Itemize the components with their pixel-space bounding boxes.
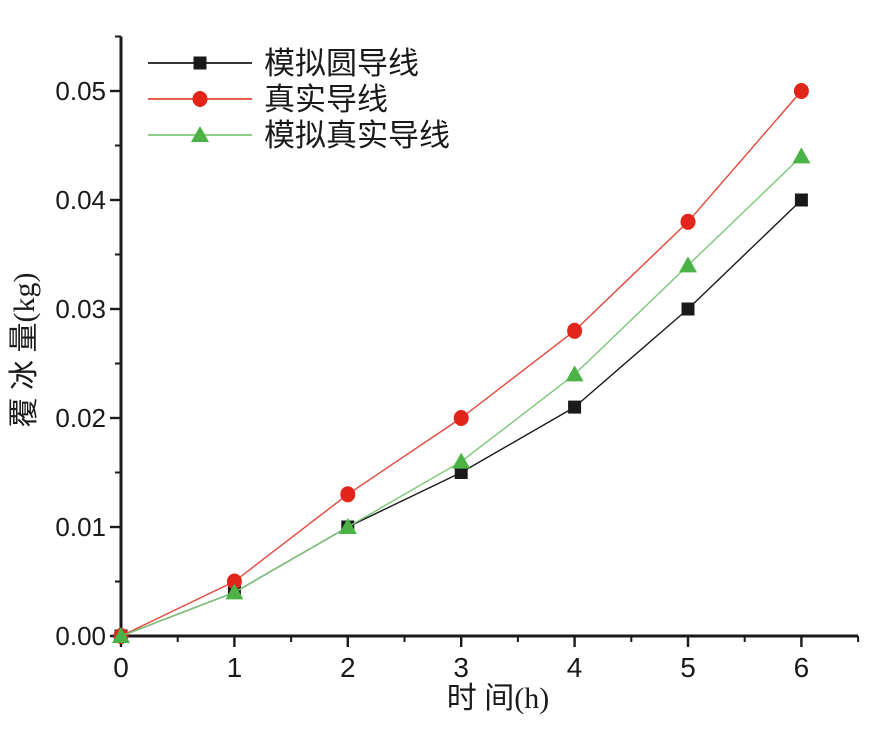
series-simulated-real-conductor-point-1-triangle-marker — [225, 583, 244, 600]
y-tick-label: 0.01 — [55, 512, 106, 542]
legend-label-real-conductor: 真实导线 — [264, 82, 388, 117]
axes-layer: 0 1 2 3 4 5 6 0.00 0.01 0.02 0.03 0.04 0.05 — [55, 35, 860, 683]
series-line-real-conductor — [120, 90, 802, 637]
y-tick-label: 0.02 — [55, 403, 106, 433]
x-tick-label: 4 — [567, 652, 583, 683]
y-tick-label: 0.03 — [55, 294, 106, 324]
series-simulated-real-conductor-point-6-triangle-marker — [792, 147, 811, 164]
y-tick-label: 0.05 — [55, 76, 106, 106]
legend-simulated-round-conductor-square-marker — [193, 56, 207, 70]
series-simulated-real-conductor-point-0-triangle-marker — [112, 627, 130, 643]
y-tick-label: 0.00 — [55, 621, 106, 651]
x-tick-label: 5 — [680, 652, 696, 683]
series-simulated-real-conductor-point-4-triangle-marker — [565, 365, 584, 382]
x-tick-label: 0 — [113, 652, 129, 683]
series-simulated-round-conductor-point-5-square-marker — [681, 302, 695, 316]
x-tick-label: 1 — [227, 652, 243, 683]
y-tick-label: 0.04 — [55, 185, 106, 215]
legend-item-simulated-real-conductor: 模拟真实导线 — [148, 118, 450, 153]
series-simulated-round-conductor-point-3-square-marker — [454, 466, 468, 479]
legend-label-simulated-round-conductor: 模拟圆导线 — [264, 46, 419, 81]
series-real-conductor-point-3-circle-marker — [453, 410, 469, 426]
series-simulated-round-conductor-point-6-square-marker — [794, 193, 808, 207]
legend-label-simulated-real-conductor: 模拟真实导线 — [264, 118, 450, 153]
series-real-conductor-point-6-circle-marker — [793, 83, 809, 99]
series-real-conductor-point-4-circle-marker — [567, 322, 583, 339]
series-simulated-real-conductor-point-2-triangle-marker — [338, 518, 357, 534]
series-line-simulated-real-conductor — [120, 155, 802, 637]
legend-real-conductor-circle-marker — [192, 91, 208, 107]
x-axis-title: 时 间(h) — [447, 682, 549, 715]
series-simulated-real-conductor-point-3-triangle-marker — [452, 452, 471, 469]
series-real-conductor-point-5-circle-marker — [680, 213, 696, 230]
series-simulated-round-conductor-point-4-square-marker — [568, 400, 582, 414]
x-tick-label: 3 — [453, 652, 469, 683]
x-tick-label: 2 — [340, 652, 356, 683]
legend-item-simulated-round-conductor: 模拟圆导线 — [148, 46, 419, 81]
y-axis-title: 覆 冰 量(kg) — [8, 273, 41, 428]
series-layer — [112, 83, 811, 644]
legend-simulated-real-conductor-triangle-marker — [191, 126, 209, 142]
x-tick-label: 6 — [794, 652, 810, 683]
series-simulated-real-conductor-point-5-triangle-marker — [679, 256, 697, 273]
series-real-conductor-point-1-circle-marker — [226, 573, 242, 590]
legend-item-real-conductor: 真实导线 — [148, 82, 388, 117]
series-real-conductor-point-2-circle-marker — [340, 486, 356, 503]
